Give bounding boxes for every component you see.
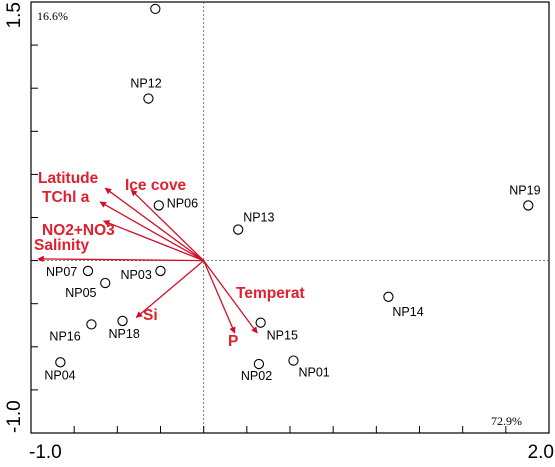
y-axis-explained-label: 16.6%: [37, 9, 68, 23]
site-point: [523, 200, 534, 211]
site-point: [82, 265, 94, 277]
site-label: NP16: [49, 329, 80, 343]
site-point: [143, 93, 154, 104]
site-point: [150, 3, 161, 15]
vector-label: Salinity: [34, 237, 90, 254]
site-label: NP02: [241, 369, 272, 383]
site-label: NP03: [121, 268, 152, 282]
site-label: NP15: [267, 329, 298, 343]
vector-arrow: [130, 189, 205, 262]
x-tick-label: 2.0: [528, 442, 554, 463]
site-label: NP14: [392, 305, 423, 319]
y-tick-label: -1.0: [4, 400, 25, 433]
site-label: NP07: [46, 265, 77, 279]
x-tick-label: -1.0: [29, 442, 62, 463]
site-label: NP01: [298, 366, 329, 380]
site-point: [253, 358, 265, 370]
vector-label: NO2+NO3: [42, 222, 115, 239]
site-point: [383, 291, 394, 302]
site-label: NP06: [167, 196, 198, 210]
site-point: [255, 317, 266, 328]
vector-label: Latitude: [38, 170, 99, 187]
site-label: NP18: [109, 327, 140, 341]
vector-label: TChl a: [42, 189, 90, 206]
vector-label: P: [228, 333, 238, 350]
vector-label: Temperat: [236, 285, 305, 302]
site-point: [117, 315, 128, 327]
site-label: NP04: [44, 368, 75, 382]
site-point: [155, 265, 166, 277]
vector-arrow: [99, 201, 204, 262]
site-label: NP05: [65, 286, 96, 300]
vector-arrow: [135, 260, 205, 318]
site-label: NP12: [130, 77, 161, 91]
vector-arrow: [102, 220, 204, 262]
vector-arrow: [203, 260, 236, 334]
vector-arrow: [37, 255, 204, 263]
site-point: [86, 319, 97, 330]
vector-arrow: [104, 187, 205, 262]
site-point: [233, 224, 244, 235]
vector-label: Ice cove: [125, 177, 187, 194]
y-tick-label: 1.5: [4, 2, 25, 28]
site-point: [100, 277, 111, 289]
site-label: NP09: [135, 0, 166, 1]
vector-label: Si: [143, 307, 158, 324]
site-label: NP13: [243, 211, 274, 225]
plot-frame: [30, 1, 550, 434]
site-point: [153, 200, 164, 211]
site-point: [55, 357, 66, 368]
vector-arrow: [203, 260, 258, 334]
site-label: NP19: [509, 183, 540, 197]
x-axis-explained-label: 72.9%: [491, 414, 522, 428]
site-point: [288, 355, 299, 366]
